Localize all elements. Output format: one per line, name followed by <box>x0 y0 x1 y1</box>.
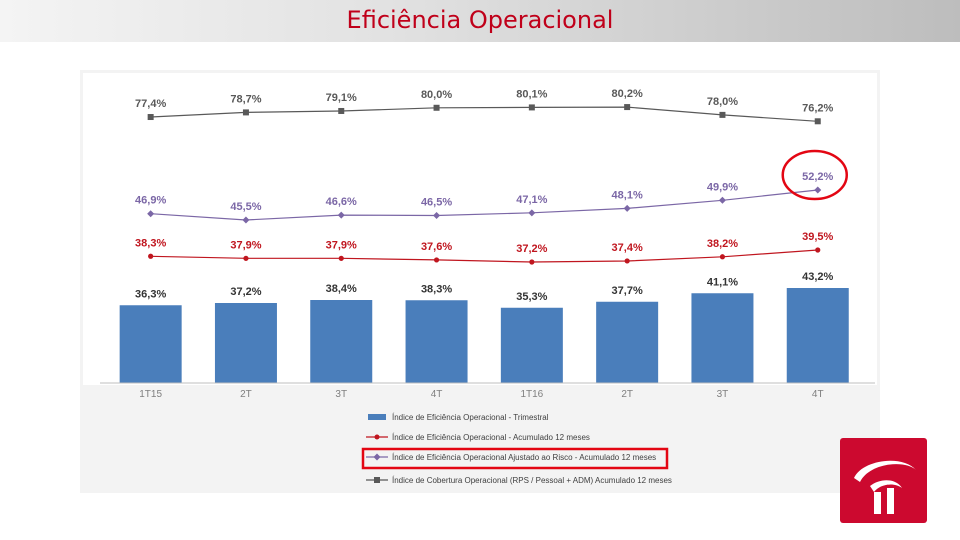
bar-2 <box>310 300 373 383</box>
marker-3-2 <box>338 107 345 114</box>
bar-label-4: 35,3% <box>516 291 547 303</box>
line-series-1 <box>150 249 818 263</box>
point-label-1-7: 39,5% <box>802 231 833 243</box>
x-tick-label-0: 1T15 <box>139 389 162 400</box>
bar-3 <box>405 300 468 383</box>
bar-4 <box>500 307 563 383</box>
x-tick-label-1: 2T <box>240 389 252 400</box>
point-label-2-6: 49,9% <box>707 181 738 193</box>
legend-marker-3 <box>374 477 380 483</box>
bar-0 <box>119 305 182 383</box>
marker-3-6 <box>719 111 726 118</box>
slide-title: Eficiência Operacional <box>346 6 614 34</box>
bar-5 <box>596 301 659 383</box>
bar-label-7: 43,2% <box>802 271 833 283</box>
point-label-3-6: 78,0% <box>707 96 738 108</box>
point-label-3-7: 76,2% <box>802 102 833 114</box>
x-tick-label-5: 2T <box>621 389 633 400</box>
x-tick-label-7: 4T <box>812 389 824 400</box>
point-label-1-1: 37,9% <box>230 239 261 251</box>
bradesco-logo <box>840 438 927 523</box>
efficiency-chart: 36,3% 37,2% 38,4% 38,3% 35,3% 37,7% 41,1% 43,2%… <box>83 73 877 485</box>
legend-highlight-box <box>361 447 669 470</box>
logo-icon <box>854 460 916 514</box>
point-label-3-0: 77,4% <box>135 98 166 110</box>
marker-1-5 <box>624 258 630 264</box>
marker-3-4 <box>528 104 535 111</box>
bar-label-1: 37,2% <box>230 286 261 298</box>
point-label-3-3: 80,0% <box>421 89 452 101</box>
point-label-1-0: 38,3% <box>135 237 166 249</box>
point-label-2-3: 46,5% <box>421 197 452 209</box>
point-label-1-3: 37,6% <box>421 241 452 253</box>
marker-1-3 <box>433 257 440 263</box>
point-label-2-2: 46,6% <box>326 196 357 208</box>
point-label-3-2: 79,1% <box>326 92 357 104</box>
marker-2-5 <box>623 204 631 212</box>
marker-3-5 <box>624 104 631 111</box>
marker-2-1 <box>242 216 250 224</box>
marker-2-0 <box>147 210 155 218</box>
bar-7 <box>786 288 849 383</box>
x-tick-label-3: 4T <box>431 389 443 400</box>
line-series-3 <box>150 106 818 122</box>
marker-1-1 <box>243 255 249 261</box>
point-label-2-4: 47,1% <box>516 194 547 206</box>
point-label-3-5: 80,2% <box>612 88 643 100</box>
x-tick-label-6: 3T <box>717 389 729 400</box>
legend-label-2: Índice de Eficiência Operacional Ajustad… <box>392 453 656 462</box>
legend-swatch-0 <box>368 414 386 420</box>
marker-3-7 <box>814 118 821 125</box>
plot-area <box>83 73 877 385</box>
point-label-1-4: 37,2% <box>516 243 547 255</box>
legend-label-3: Índice de Cobertura Operacional (RPS / P… <box>392 476 672 485</box>
marker-2-2 <box>337 211 345 219</box>
bar-label-5: 37,7% <box>612 285 643 297</box>
point-label-2-1: 45,5% <box>230 201 261 213</box>
marker-2-4 <box>528 209 536 217</box>
bar-label-2: 38,4% <box>326 283 357 295</box>
point-label-3-4: 80,1% <box>516 88 547 100</box>
marker-1-7 <box>815 247 821 253</box>
x-tick-label-4: 1T16 <box>520 389 543 400</box>
title-bar <box>0 0 960 42</box>
bar-label-0: 36,3% <box>135 288 166 300</box>
marker-3-0 <box>147 114 154 121</box>
point-label-3-1: 78,7% <box>230 93 261 105</box>
marker-2-6 <box>718 196 726 204</box>
point-label-1-6: 38,2% <box>707 238 738 250</box>
marker-1-2 <box>338 255 344 261</box>
chart-panel: 36,3% 37,2% 38,4% 38,3% 35,3% 37,7% 41,1% 43,2%… <box>80 70 880 493</box>
point-label-1-2: 37,9% <box>326 239 357 251</box>
marker-3-1 <box>242 109 249 116</box>
marker-2-3 <box>433 212 441 220</box>
legend-label-0: Índice de Eficiência Operacional - Trime… <box>392 413 549 422</box>
x-tick-label-2: 3T <box>335 389 347 400</box>
point-label-2-7: 52,2% <box>802 171 833 183</box>
legend-marker-1 <box>374 434 380 440</box>
marker-1-6 <box>719 254 726 260</box>
line-series-2 <box>150 189 818 221</box>
point-label-1-5: 37,4% <box>612 242 643 254</box>
legend-marker-2 <box>373 453 381 461</box>
marker-1-4 <box>529 259 535 265</box>
marker-1-0 <box>148 253 154 259</box>
bar-6 <box>691 293 754 383</box>
legend-label-1: Índice de Eficiência Operacional - Acumu… <box>392 433 590 442</box>
point-label-2-5: 48,1% <box>612 189 643 201</box>
bar-label-6: 41,1% <box>707 276 738 288</box>
marker-2-7 <box>814 186 822 194</box>
marker-3-3 <box>433 104 440 111</box>
bar-label-3: 38,3% <box>421 283 452 295</box>
highlight-circle <box>781 149 848 201</box>
point-label-2-0: 46,9% <box>135 195 166 207</box>
bar-1 <box>214 303 277 383</box>
